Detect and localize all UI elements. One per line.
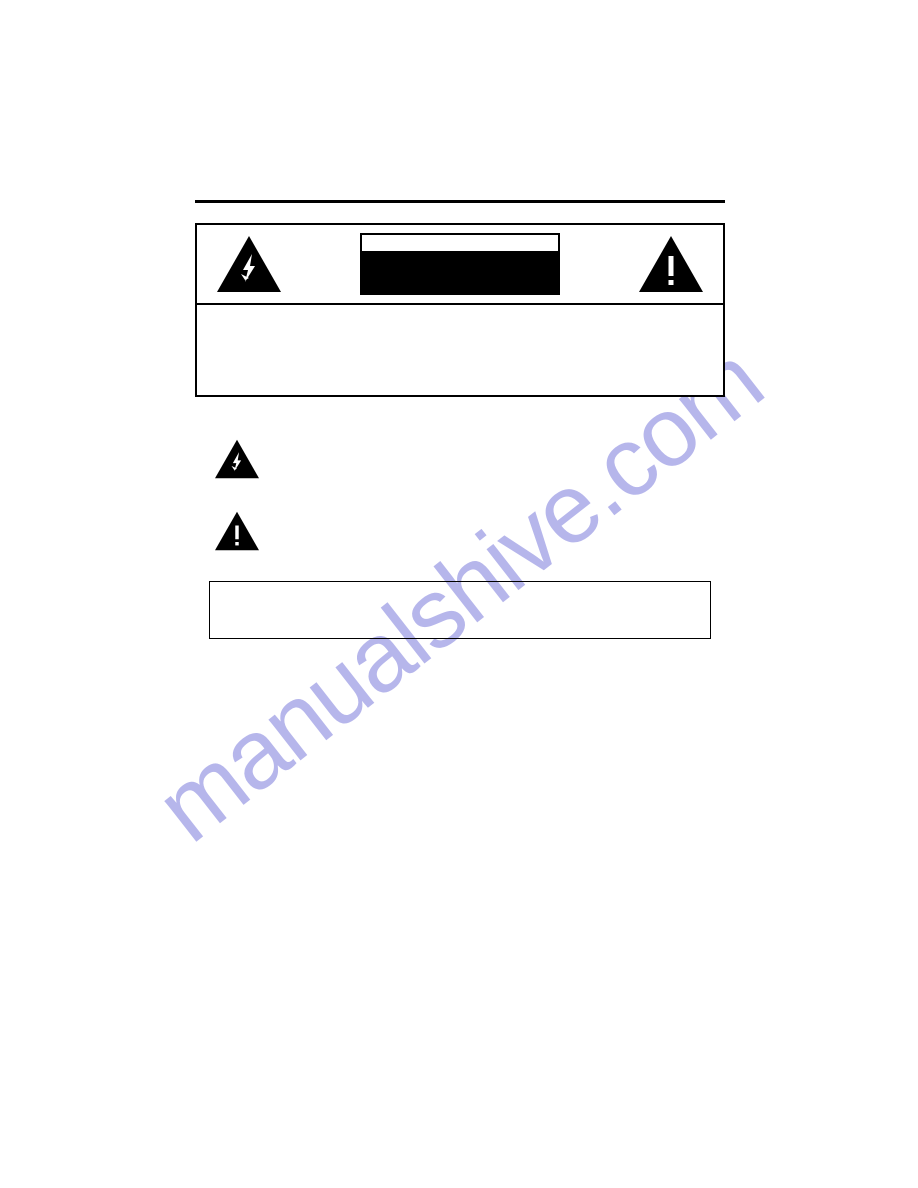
lightning-triangle-icon bbox=[217, 236, 281, 292]
exclamation-triangle-icon bbox=[639, 236, 703, 292]
caution-label-black bbox=[360, 253, 560, 295]
icon-legend-row bbox=[195, 437, 725, 481]
caution-box bbox=[195, 223, 725, 397]
icon-legend-text bbox=[277, 437, 725, 481]
horizontal-rule bbox=[195, 200, 725, 203]
caution-box-body bbox=[197, 305, 723, 395]
warning-box bbox=[209, 581, 711, 639]
caution-center-labels bbox=[360, 233, 560, 295]
page-content bbox=[195, 200, 725, 639]
icon-legend bbox=[195, 437, 725, 553]
caution-label-white bbox=[360, 233, 560, 253]
icon-legend-text bbox=[277, 509, 725, 553]
icon-legend-row bbox=[195, 509, 725, 553]
lightning-triangle-icon bbox=[215, 439, 259, 479]
exclamation-triangle-icon bbox=[215, 511, 259, 551]
caution-box-header bbox=[197, 225, 723, 305]
